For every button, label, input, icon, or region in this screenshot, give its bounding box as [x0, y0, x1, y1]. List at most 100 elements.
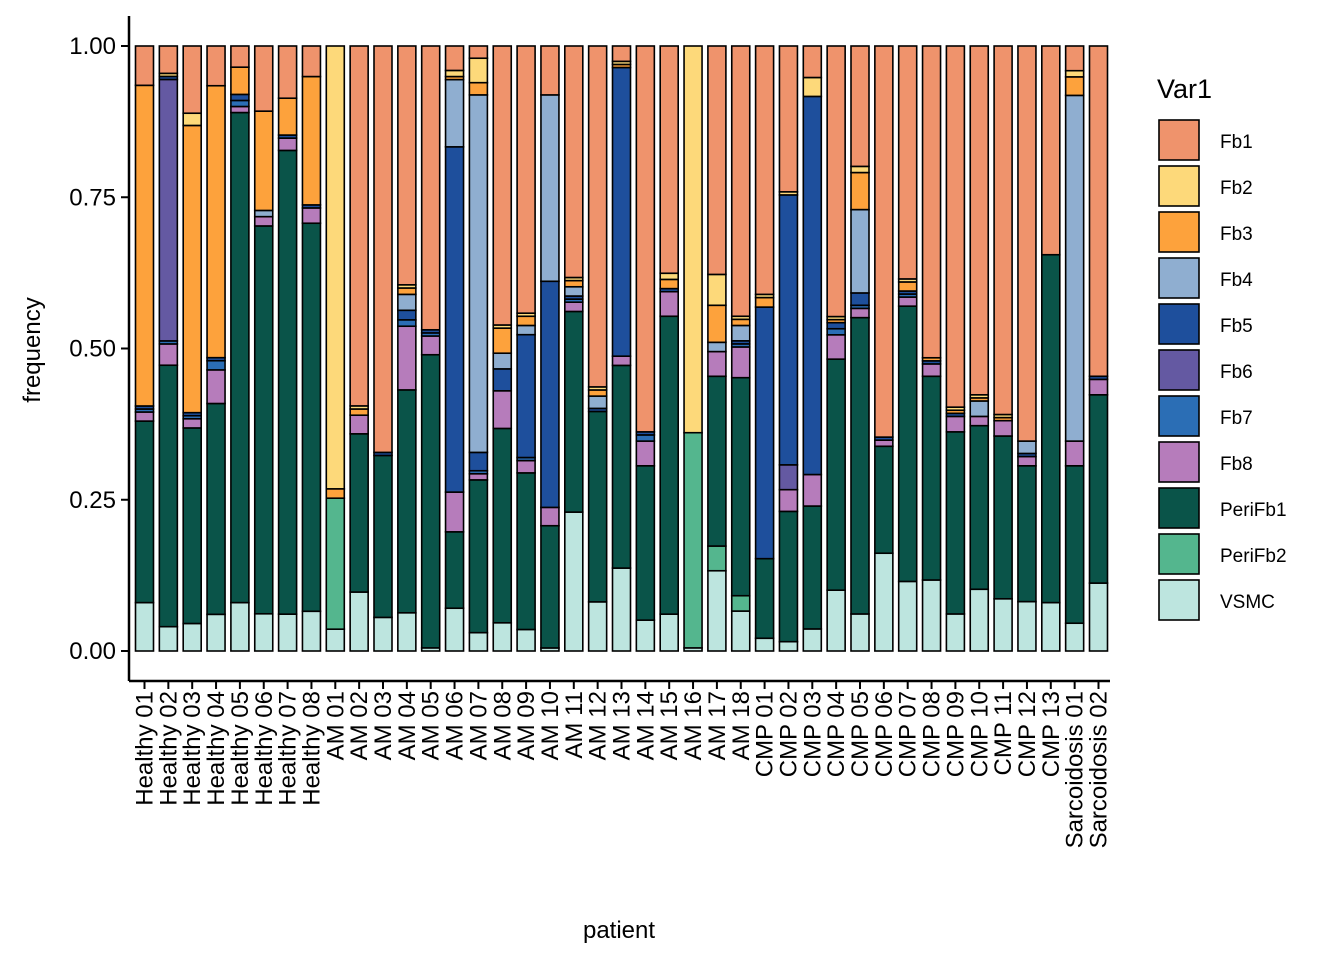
y-axis-title: frequency: [19, 297, 46, 402]
bar-segment-vsmc: [611, 567, 632, 652]
bar-segment-fb1: [230, 45, 250, 68]
bar-segment-fb3: [659, 278, 680, 290]
x-tick-label: Healthy 02: [155, 691, 182, 806]
bar-segment-fb3: [897, 281, 918, 292]
bar-segment-fb1: [516, 45, 536, 314]
bar-segment-vsmc: [373, 616, 393, 652]
x-tick-label: Healthy 06: [251, 691, 278, 806]
bar-segment-fb3: [349, 408, 369, 417]
bar-segment-fb1: [1017, 45, 1037, 442]
bar-segment-perifb2: [707, 545, 727, 572]
bar-healthy-01: [134, 45, 155, 652]
bar-segment-vsmc: [206, 613, 226, 652]
bar-cmp-11: [993, 45, 1013, 652]
legend-label-fb5: Fb5: [1220, 316, 1253, 337]
bar-segment-fb8: [611, 355, 632, 367]
x-tick-label: AM 06: [442, 691, 469, 760]
bar-segment-fb1: [826, 45, 846, 318]
bar-segment-fb1: [754, 45, 775, 296]
bar-segment-fb5: [850, 292, 870, 307]
bar-segment-fb1: [134, 45, 155, 87]
legend-label-fb2: Fb2: [1220, 178, 1253, 199]
bar-segment-fb3: [516, 315, 536, 327]
bar-segment-fb4: [468, 94, 489, 454]
bar-segment-perifb1: [301, 222, 322, 613]
bar-am-05: [420, 45, 441, 652]
bar-segment-fb4: [1064, 94, 1085, 442]
bar-segment-vsmc: [874, 552, 894, 652]
bar-segment-fb6: [158, 78, 179, 342]
bar-segment-fb3: [730, 318, 751, 327]
bar-segment-perifb1: [826, 358, 846, 591]
legend-label-fb7: Fb7: [1220, 408, 1253, 429]
bar-segment-fb4: [540, 94, 560, 283]
bar-segment-fb5: [468, 451, 489, 472]
x-tick-label: CMP 12: [1014, 691, 1041, 777]
bar-segment-fb8: [516, 459, 536, 474]
bar-segment-vsmc: [444, 607, 465, 652]
bar-segment-fb2: [182, 112, 202, 127]
bar-healthy-03: [182, 45, 202, 652]
legend-swatch-fb6: [1158, 349, 1200, 391]
bar-segment-vsmc: [230, 601, 250, 652]
x-tick-label: AM 18: [728, 691, 755, 760]
bar-segment-vsmc: [707, 569, 727, 652]
bars-layer: [134, 45, 1109, 652]
bar-segment-fb4: [1017, 440, 1037, 455]
bar-segment-fb8: [540, 506, 560, 527]
bar-segment-fb8: [635, 440, 656, 467]
bar-segment-fb8: [134, 411, 155, 422]
legend-label-fb4: Fb4: [1220, 270, 1253, 291]
y-tick-label: 0.25: [69, 487, 116, 514]
bar-segment-fb4: [969, 400, 990, 418]
legend: Var1 Fb1 Fb2 Fb3 Fb4 Fb5 Fb6 Fb7 Fb8 PeriFb1 Peri…: [1157, 74, 1287, 621]
bar-segment-fb8: [301, 207, 322, 225]
bar-cmp-05: [850, 45, 870, 652]
x-tick-label: AM 02: [346, 691, 373, 760]
bar-segment-fb8: [468, 472, 489, 481]
bar-segment-fb8: [897, 296, 918, 307]
bar-segment-fb2: [1064, 69, 1085, 78]
bar-segment-fb8: [850, 307, 870, 319]
x-tick-label: Sarcoidosis 01: [1062, 691, 1089, 848]
bar-segment-fb1: [802, 45, 823, 79]
bar-segment-vsmc: [969, 588, 990, 652]
bar-cmp-12: [1017, 45, 1037, 652]
legend-swatch-perifb1: [1158, 487, 1200, 529]
bar-segment-fb8: [158, 343, 179, 367]
bar-segment-perifb1: [230, 111, 250, 604]
bar-segment-vsmc: [754, 637, 775, 652]
y-tick-label: 1.00: [69, 33, 116, 60]
bar-segment-vsmc: [134, 601, 155, 652]
bar-segment-fb8: [444, 491, 465, 533]
bar-segment-fb1: [850, 45, 870, 168]
bar-segment-perifb1: [444, 531, 465, 610]
bar-segment-perifb1: [635, 464, 656, 621]
bar-segment-fb1: [874, 45, 894, 438]
x-tick-label: CMP 03: [799, 691, 826, 777]
bar-segment-fb2: [850, 165, 870, 174]
legend-swatch-fb2: [1158, 165, 1200, 207]
bar-segment-fb8: [1017, 455, 1037, 467]
bar-segment-perifb1: [349, 433, 369, 593]
bar-cmp-02: [778, 45, 799, 652]
bar-segment-fb8: [492, 390, 513, 430]
bar-segment-perifb2: [325, 497, 346, 630]
bar-segment-fb8: [707, 350, 727, 378]
bar-segment-fb1: [730, 45, 751, 318]
bar-segment-fb2: [683, 45, 703, 434]
bar-segment-perifb1: [921, 375, 942, 581]
bar-segment-fb8: [826, 334, 846, 360]
bar-segment-fb4: [730, 324, 751, 342]
bar-segment-fb8: [730, 346, 751, 379]
bar-healthy-04: [206, 45, 226, 652]
bar-segment-fb3: [707, 304, 727, 344]
bar-segment-fb1: [540, 45, 560, 96]
bar-segment-fb5: [540, 280, 560, 509]
bar-segment-fb8: [563, 301, 584, 313]
x-tick-label: AM 16: [680, 691, 707, 760]
bar-am-04: [397, 45, 417, 652]
legend-swatch-fb1: [1158, 119, 1200, 161]
